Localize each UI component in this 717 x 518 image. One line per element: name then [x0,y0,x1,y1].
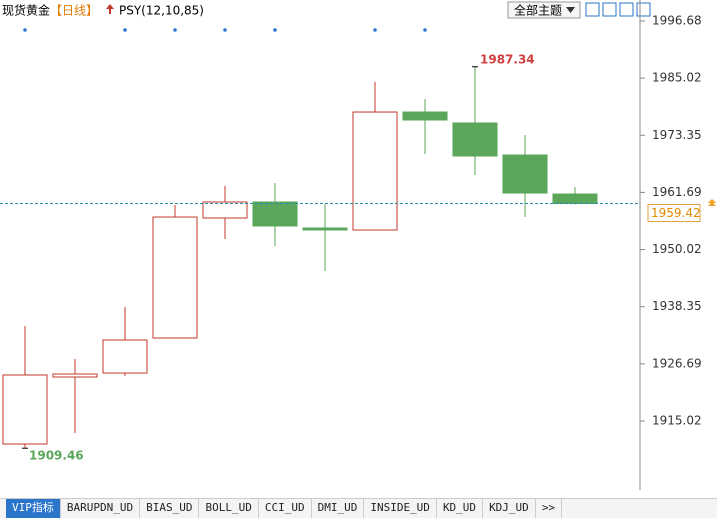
indicator-tab[interactable]: KD_UD [437,499,484,518]
y-tick-label: 1926.69 [652,356,702,370]
indicator-tab[interactable]: DMI_UD [312,499,365,518]
indicator-tab[interactable]: BOLL_UD [199,499,259,518]
y-tick-label: 1950.02 [652,242,702,256]
low-label: 1909.46 [29,449,84,463]
indicator-tab[interactable]: >> [536,499,563,518]
y-tick-label: 1915.02 [652,413,702,427]
candle-body [252,201,298,227]
candle-body [52,373,98,378]
indicator-tab[interactable]: VIP指标 [6,499,61,518]
y-tick-label: 1938.35 [652,299,702,313]
candle-body [202,201,248,219]
theme-button-label[interactable]: 全部主题 [514,3,562,18]
theme-button[interactable] [507,1,581,19]
candle-body [302,227,348,231]
price-arrow [708,199,716,206]
candle-body [352,111,398,231]
period-label: 【日线】 [50,4,98,18]
candle-body [452,122,498,157]
candle-body [102,339,148,374]
chart: 现货黄金 【日线】 PSY(12,10,85) 全部主题 1996.68 1985… [0,0,716,490]
candle-body [552,193,598,205]
candle-body [2,374,48,445]
high-label: 1987.34 [480,52,535,66]
y-tick-label: 1961.69 [652,185,702,199]
indicator-icon [106,4,114,14]
indicator-label: PSY(12,10,85) [119,4,204,18]
indicator-tabs: VIP指标 BARUPDN_UD BIAS_UD BOLL_UD CCI_UD DMI_U… [0,498,717,518]
candle-body [502,154,548,194]
indicator-tab[interactable]: INSIDE_UD [364,499,437,518]
indicator-tab[interactable]: BIAS_UD [140,499,200,518]
y-tick-label: 1985.02 [652,71,702,85]
chart-title: 现货黄金 [2,3,50,18]
last-price-label: 1959.42 [651,206,701,220]
toolbar-icons[interactable] [585,2,651,17]
y-tick-label: 1973.35 [652,128,702,142]
dropdown-arrow [566,7,575,13]
indicator-tab[interactable]: CCI_UD [259,499,312,518]
signal-dots [23,28,427,32]
indicator-tab[interactable]: KDJ_UD [483,499,536,518]
candle-body [152,216,198,339]
candle-body [402,111,448,121]
indicator-tab[interactable]: BARUPDN_UD [61,499,141,518]
y-tick-label: 1996.68 [652,14,702,28]
last-price-box [647,204,701,223]
